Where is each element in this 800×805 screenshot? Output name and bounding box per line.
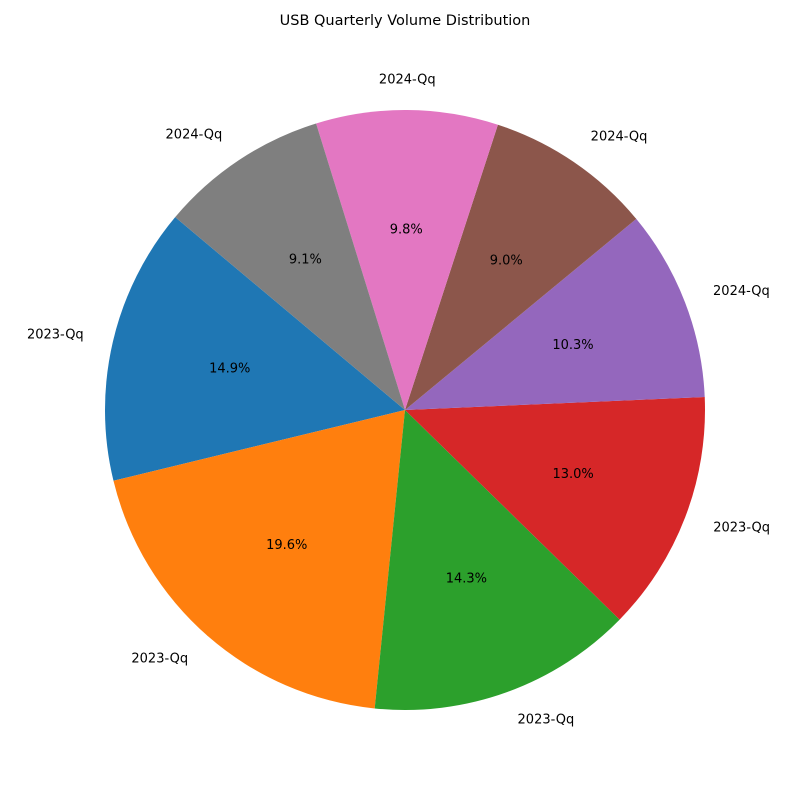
slice-category-label: 2024-Qq bbox=[166, 128, 223, 143]
pie-slice-2 bbox=[113, 410, 405, 709]
slice-category-label: 2023-Qq bbox=[518, 713, 575, 728]
slice-category-label: 2023-Qq bbox=[27, 327, 84, 342]
slice-category-label: 2024-Qq bbox=[379, 73, 436, 88]
slice-percent-label: 10.3% bbox=[552, 338, 593, 353]
slice-percent-label: 9.0% bbox=[490, 254, 523, 269]
slice-category-label: 2024-Qq bbox=[591, 130, 648, 145]
slice-percent-label: 13.0% bbox=[552, 467, 593, 482]
slice-percent-label: 14.3% bbox=[446, 572, 487, 587]
slice-percent-label: 14.9% bbox=[209, 361, 250, 376]
slice-category-label: 2024-Qq bbox=[713, 284, 770, 299]
chart-title: USB Quarterly Volume Distribution bbox=[279, 13, 531, 29]
pie-slice-4 bbox=[405, 397, 705, 620]
pie-slice-8 bbox=[175, 123, 405, 411]
slice-percent-label: 19.6% bbox=[266, 538, 307, 553]
slice-percent-label: 9.8% bbox=[390, 223, 423, 238]
pie-slice-7 bbox=[316, 109, 498, 410]
slice-category-label: 2023-Qq bbox=[713, 520, 770, 535]
pie-slice-1 bbox=[104, 217, 405, 481]
slice-category-label: 2023-Qq bbox=[131, 651, 188, 666]
pie-slice-5 bbox=[405, 218, 705, 410]
pie-slice-6 bbox=[405, 124, 637, 410]
pie-slice-3 bbox=[374, 410, 620, 710]
slice-percent-label: 9.1% bbox=[289, 253, 322, 268]
